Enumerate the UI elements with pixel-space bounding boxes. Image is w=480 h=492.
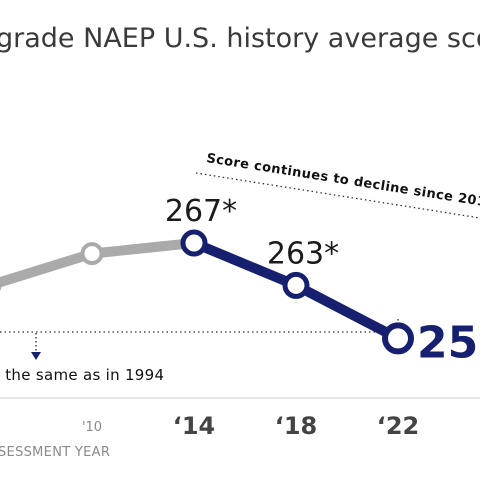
data-point-2022 bbox=[382, 322, 414, 355]
x-tick-label-2010: '10 bbox=[82, 420, 102, 435]
decline-note: Score continues to decline since 2014 bbox=[205, 151, 480, 212]
x-tick-label-2022: ‘22 bbox=[377, 412, 420, 440]
x-tick-labels: '10 ‘14 ‘18 ‘22 bbox=[82, 412, 419, 440]
data-label-2014: 267* bbox=[165, 194, 237, 229]
data-point-2010 bbox=[80, 242, 104, 266]
data-point-2014 bbox=[180, 229, 208, 257]
data-label-2022: 258 bbox=[417, 317, 480, 368]
data-label-2018: 263* bbox=[267, 236, 339, 271]
data-point-2018 bbox=[282, 271, 310, 299]
x-tick-label-2018: ‘18 bbox=[275, 412, 318, 440]
chart-title: grade NAEP U.S. history average scores bbox=[0, 23, 480, 54]
data-labels: 267* 263* 258 bbox=[165, 194, 480, 368]
baseline-bracket bbox=[0, 318, 399, 333]
x-axis-title: SESSMENT YEAR bbox=[0, 445, 110, 460]
plot-area bbox=[0, 229, 414, 355]
decline-note-dotted-line bbox=[195, 172, 480, 219]
baseline-note: t the same as in 1994 bbox=[0, 366, 164, 384]
x-tick-label-2014: ‘14 bbox=[173, 412, 216, 440]
down-arrow-icon bbox=[31, 352, 41, 360]
